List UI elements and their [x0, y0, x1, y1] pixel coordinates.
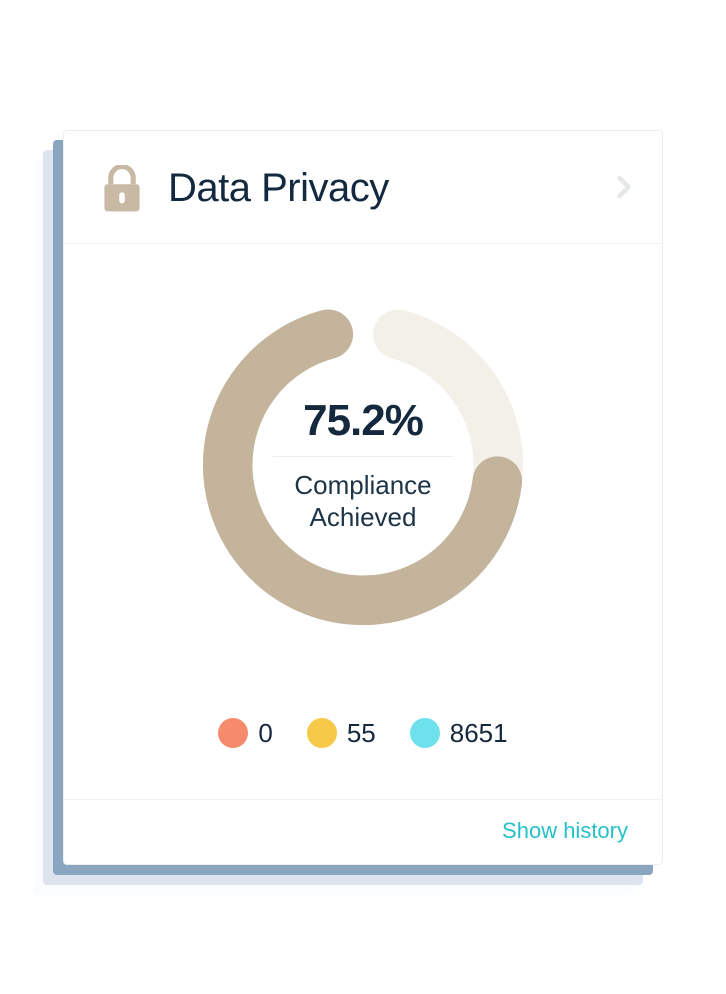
card-title: Data Privacy	[168, 166, 389, 211]
donut-svg	[198, 300, 528, 630]
lock-icon	[102, 165, 142, 213]
legend-value: 8651	[450, 718, 508, 749]
legend-item: 8651	[410, 718, 508, 749]
legend-dot-cyan	[410, 718, 440, 748]
legend: 0 55 8651	[218, 718, 507, 749]
chevron-right-icon[interactable]	[616, 175, 632, 199]
card-header: Data Privacy	[64, 131, 662, 244]
legend-value: 0	[258, 718, 272, 749]
legend-value: 55	[347, 718, 376, 749]
legend-item: 55	[307, 718, 376, 749]
legend-dot-yellow	[307, 718, 337, 748]
card-body: 75.2% ComplianceAchieved 0 55	[64, 244, 662, 799]
legend-dot-red	[218, 718, 248, 748]
data-privacy-card: Data Privacy 75.2% ComplianceAchieved	[63, 130, 663, 865]
compliance-donut-chart: 75.2% ComplianceAchieved	[198, 300, 528, 630]
legend-item: 0	[218, 718, 272, 749]
card-footer: Show history	[64, 799, 662, 864]
show-history-link[interactable]: Show history	[502, 818, 628, 843]
